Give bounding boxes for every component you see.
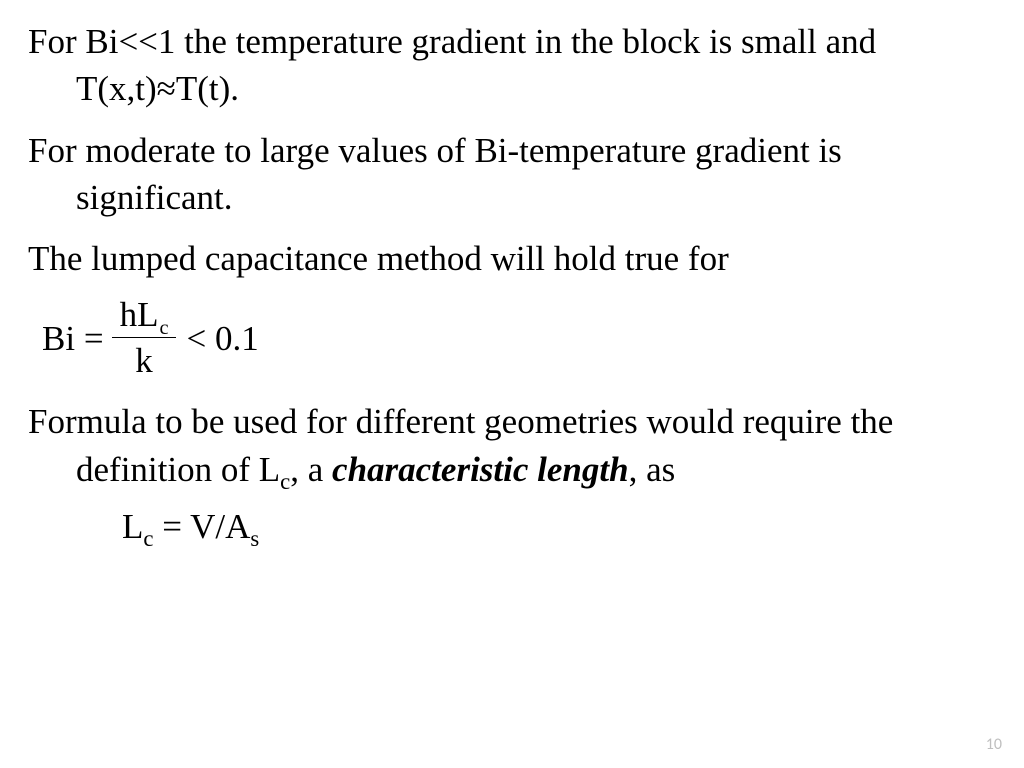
slide: For Bi<<1 the temperature gradient in th…: [0, 0, 1024, 768]
paragraph-bi-moderate: For moderate to large values of Bi-tempe…: [28, 127, 996, 222]
text-p3: The lumped capacitance method will hold …: [28, 239, 729, 278]
lc-sub2: s: [250, 526, 259, 551]
eq-fraction: hLc k: [116, 296, 173, 380]
paragraph-bi-small: For Bi<<1 the temperature gradient in th…: [28, 18, 996, 113]
paragraph-formula-geom: Formula to be used for different geometr…: [28, 398, 996, 493]
text-p1a: For Bi<<1 the temperature gradient in th…: [28, 22, 876, 108]
lc-b: = V/A: [154, 507, 251, 546]
lc-a: L: [122, 507, 143, 546]
text-approx: ≈: [157, 69, 176, 108]
text-char-length: characteristic length: [332, 450, 629, 489]
lc-sub1: c: [143, 526, 153, 551]
equation-biot: Bi = hLc k < 0.1: [42, 296, 996, 380]
text-p4b: , a: [290, 450, 332, 489]
eq-denominator: k: [112, 337, 177, 381]
page-number: 10: [986, 735, 1002, 754]
equation-lc: Lc = V/As: [122, 507, 996, 547]
eq-lhs: Bi =: [42, 321, 104, 356]
text-p2: For moderate to large values of Bi-tempe…: [28, 131, 842, 217]
text-p4sub: c: [280, 469, 290, 494]
paragraph-lumped-intro: The lumped capacitance method will hold …: [28, 235, 996, 282]
text-p1b: T(t).: [176, 69, 239, 108]
eq-num-a: hL: [120, 295, 159, 334]
text-p4c: , as: [629, 450, 676, 489]
eq-numerator: hLc: [116, 296, 173, 337]
eq-rhs: < 0.1: [186, 321, 258, 356]
